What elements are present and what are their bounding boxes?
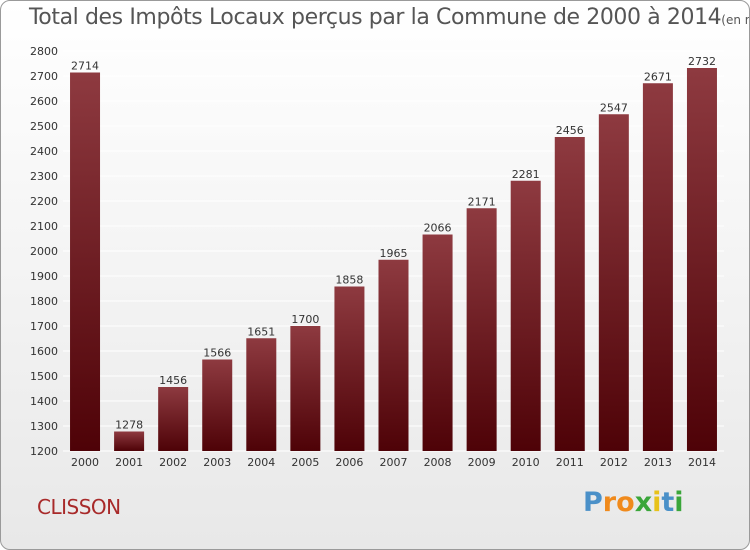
data-label-2007: 1965 (380, 247, 408, 260)
x-tick-label: 2008 (424, 456, 452, 469)
y-tick-label: 2500 (30, 120, 58, 133)
y-tick-label: 2800 (30, 45, 58, 58)
bar-2012 (598, 114, 629, 451)
bar-2005 (290, 326, 321, 451)
data-label-2014: 2732 (688, 55, 716, 68)
data-label-2002: 1456 (159, 374, 187, 387)
y-tick-label: 1500 (30, 370, 58, 383)
logo-letter: i (652, 487, 662, 518)
chart-title-main: Total des Impôts Locaux perçus par la Co… (29, 5, 722, 30)
data-label-2003: 1566 (203, 347, 231, 360)
logo-letter: x (634, 487, 653, 518)
y-tick-label: 2600 (30, 95, 58, 108)
y-tick-label: 1600 (30, 345, 58, 358)
logo-letter: r (602, 487, 617, 518)
data-label-2001: 1278 (115, 419, 143, 432)
bars (70, 68, 717, 451)
bar-2003 (202, 359, 233, 451)
y-tick-label: 2400 (30, 145, 58, 158)
y-axis-ticks: 1200 1300 1400 1500 1600 1700 1800 1900 2000 2100… (30, 45, 58, 458)
data-labels: 2714 1278 1456 1566 1651 1700 1858 1965 2066 2171… (71, 55, 716, 432)
bar-2010 (510, 180, 541, 451)
y-tick-label: 1400 (30, 395, 58, 408)
x-tick-label: 2000 (71, 456, 99, 469)
bar-2011 (554, 137, 585, 451)
data-label-2005: 1700 (291, 313, 319, 326)
data-label-2012: 2547 (600, 101, 628, 114)
bar-2004 (246, 338, 277, 451)
data-label-2010: 2281 (512, 168, 540, 181)
x-tick-label: 2007 (380, 456, 408, 469)
x-axis-ticks: 2000 2001 2002 2003 2004 2005 2006 2007 2008 2009… (71, 456, 716, 469)
data-label-2000: 2714 (71, 60, 99, 73)
x-tick-label: 2012 (600, 456, 628, 469)
x-tick-label: 2009 (468, 456, 496, 469)
logo-letter: P (583, 487, 603, 518)
data-label-2013: 2671 (644, 70, 672, 83)
y-tick-label: 2200 (30, 195, 58, 208)
x-tick-label: 2002 (159, 456, 187, 469)
x-tick-label: 2013 (644, 456, 672, 469)
commune-name: CLISSON (37, 495, 121, 519)
y-tick-label: 1200 (30, 445, 58, 458)
logo-letter: t (661, 487, 675, 518)
y-tick-label: 1800 (30, 295, 58, 308)
data-label-2011: 2456 (556, 124, 584, 137)
bar-2006 (334, 286, 365, 451)
bar-2014 (686, 68, 717, 451)
x-tick-label: 2006 (335, 456, 363, 469)
data-label-2006: 1858 (335, 274, 363, 287)
bar-2007 (378, 259, 409, 451)
y-tick-label: 2700 (30, 70, 58, 83)
logo-letter: o (616, 487, 635, 518)
data-label-2008: 2066 (424, 222, 452, 235)
x-tick-label: 2011 (556, 456, 584, 469)
y-tick-label: 1700 (30, 320, 58, 333)
y-tick-label: 1900 (30, 270, 58, 283)
proxiti-logo: Proxiti (583, 487, 684, 518)
x-tick-label: 2014 (688, 456, 716, 469)
x-tick-label: 2005 (291, 456, 319, 469)
chart-title-unit: (en milliers d'€) (721, 13, 749, 27)
x-tick-label: 2004 (247, 456, 275, 469)
bar-2002 (158, 387, 189, 451)
x-tick-label: 2003 (203, 456, 231, 469)
bar-2000 (70, 72, 101, 451)
bar-2001 (114, 431, 145, 451)
bar-2008 (422, 234, 453, 451)
chart-title: Total des Impôts Locaux perçus par la Co… (29, 5, 749, 30)
data-label-2009: 2171 (468, 195, 496, 208)
data-label-2004: 1651 (247, 325, 275, 338)
bar-2013 (642, 83, 673, 451)
logo-letter: i (674, 487, 684, 518)
x-tick-label: 2001 (115, 456, 143, 469)
x-tick-label: 2010 (512, 456, 540, 469)
y-tick-label: 1300 (30, 420, 58, 433)
y-tick-label: 2300 (30, 170, 58, 183)
y-tick-label: 2100 (30, 220, 58, 233)
y-tick-label: 2000 (30, 245, 58, 258)
bar-2009 (466, 208, 497, 451)
